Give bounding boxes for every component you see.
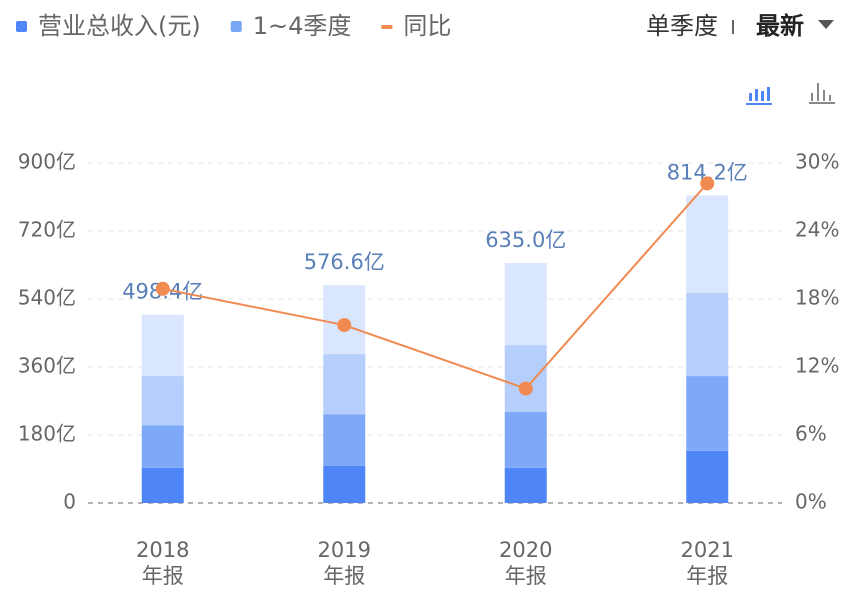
bar-segment (504, 467, 547, 503)
x-tick-label: 2020 (499, 538, 552, 562)
legend-label: 1~4季度 (253, 12, 352, 40)
bar-segment (686, 376, 729, 451)
y2-tick-label: 0% (795, 490, 827, 514)
y-tick-label: 360亿 (18, 354, 76, 378)
x-tick-label: 2021 (681, 538, 734, 562)
chart-type-icon[interactable] (746, 87, 772, 105)
y-tick-label: 0 (63, 490, 76, 514)
sort-selector[interactable]: 最新 (756, 12, 804, 40)
bar-segment (323, 354, 366, 415)
legend-swatch (16, 21, 27, 32)
y-tick-label: 900亿 (18, 150, 76, 174)
total-label: 576.6亿 (304, 250, 385, 274)
x-tick-label: 年报 (505, 564, 547, 588)
bar-segment (141, 425, 184, 468)
period-selector[interactable]: 单季度 (646, 12, 718, 40)
legend-label: 营业总收入(元) (38, 12, 201, 40)
yoy-point (700, 176, 715, 191)
yoy-point (155, 281, 170, 296)
y2-tick-label: 18% (795, 286, 839, 310)
bar-segment (686, 450, 729, 503)
y2-tick-label: 30% (795, 150, 839, 174)
x-tick-label: 年报 (323, 564, 365, 588)
x-tick-label: 2019 (318, 538, 371, 562)
bar-segment (504, 345, 547, 412)
bar-segment (141, 376, 184, 426)
bar-segment (141, 467, 184, 503)
legend-label: 同比 (403, 12, 451, 40)
yoy-point (337, 318, 352, 333)
x-tick-label: 2018 (136, 538, 189, 562)
yoy-line (162, 182, 708, 390)
bar-segment (504, 411, 547, 468)
y2-tick-label: 12% (795, 354, 839, 378)
dropdown-arrow[interactable] (818, 20, 834, 29)
legend-swatch (230, 21, 242, 32)
x-tick-label: 年报 (686, 564, 728, 588)
y-tick-label: 540亿 (18, 286, 76, 310)
x-tick-label: 年报 (142, 564, 184, 588)
bar-segment (686, 292, 729, 377)
yoy-point (518, 381, 533, 396)
legend-swatch (381, 25, 393, 29)
bar-segment (686, 195, 729, 293)
bar-segment (504, 263, 547, 346)
y2-tick-label: 24% (795, 218, 839, 242)
y-tick-label: 180亿 (18, 422, 76, 446)
chart-type-icon[interactable] (809, 83, 835, 104)
y-tick-label: 720亿 (18, 218, 76, 242)
total-label: 635.0亿 (485, 228, 566, 252)
bar-segment (323, 414, 366, 466)
y2-tick-label: 6% (795, 422, 827, 446)
bar-segment (141, 314, 184, 377)
bar-segment (323, 465, 366, 503)
